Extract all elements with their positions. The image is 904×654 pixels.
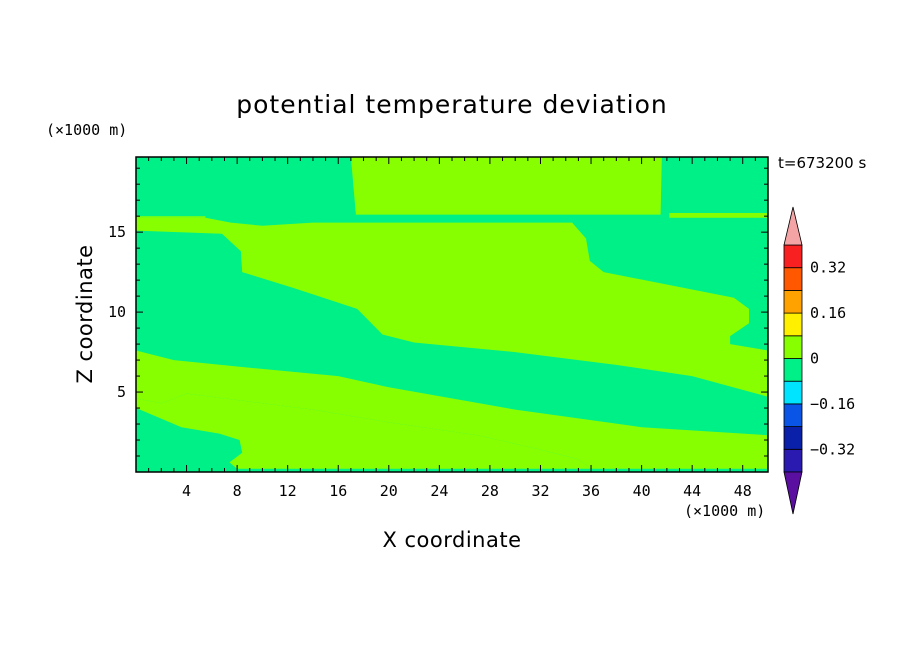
x-axis-ticks: 4 8 12 16 20 24 28 32 36 40 44 48: [148, 157, 756, 500]
x-tick-label: 4: [182, 482, 191, 500]
region-left-strip: [136, 216, 206, 218]
colorbar-label: 0: [810, 350, 819, 368]
colorbar-segment: [783, 403, 803, 427]
colorbar-segment: [783, 358, 803, 382]
x-tick-label: 44: [683, 482, 701, 500]
colorbar-segment: [783, 335, 803, 359]
region-upper-left-band: [136, 217, 768, 397]
colorbar-label: 0.32: [810, 259, 846, 277]
colorbar-segment: [783, 312, 803, 337]
x-tick-label: 40: [633, 482, 651, 500]
region-bottom-patch: [136, 393, 591, 469]
region-top-right-strip: [669, 213, 768, 218]
time-label: t=673200 s: [778, 154, 866, 172]
colorbar: 0.32 0.16 0 −0.16 −0.32: [783, 206, 855, 515]
y-units-label: (×1000 m): [46, 121, 127, 139]
x-tick-label: 20: [380, 482, 398, 500]
x-tick-label: 12: [279, 482, 297, 500]
colorbar-segment: [783, 267, 803, 291]
colorbar-segment: [783, 244, 803, 269]
y-tick-label: 5: [117, 383, 126, 401]
x-tick-label: 16: [329, 482, 347, 500]
colorbar-upper-extension: [783, 206, 803, 246]
x-units-label: (×1000 m): [684, 502, 765, 520]
colorbar-segment: [783, 289, 803, 314]
x-tick-label: 32: [531, 482, 549, 500]
y-tick-label: 10: [108, 303, 126, 321]
colorbar-lower-extension: [783, 471, 803, 515]
y-axis-ticks: 5 10 15: [108, 167, 768, 457]
region-top-center-block: [350, 157, 662, 215]
colorbar-segment: [783, 426, 803, 450]
x-tick-label: 24: [430, 482, 448, 500]
colorbar-segment: [783, 380, 803, 405]
colorbar-segment: [783, 448, 803, 473]
contour-regions: [136, 157, 768, 469]
colorbar-label: 0.16: [810, 304, 846, 322]
y-tick-label: 15: [108, 223, 126, 241]
x-tick-label: 48: [734, 482, 752, 500]
x-tick-label: 28: [481, 482, 499, 500]
y-axis-title: Z coordinate: [73, 244, 97, 383]
colorbar-label: −0.32: [810, 440, 855, 458]
region-middle-band: [136, 350, 768, 469]
chart-title: potential temperature deviation: [236, 90, 667, 119]
colorbar-label: −0.16: [810, 395, 855, 413]
x-tick-label: 36: [582, 482, 600, 500]
x-tick-label: 8: [233, 482, 242, 500]
x-axis-title: X coordinate: [382, 528, 521, 552]
